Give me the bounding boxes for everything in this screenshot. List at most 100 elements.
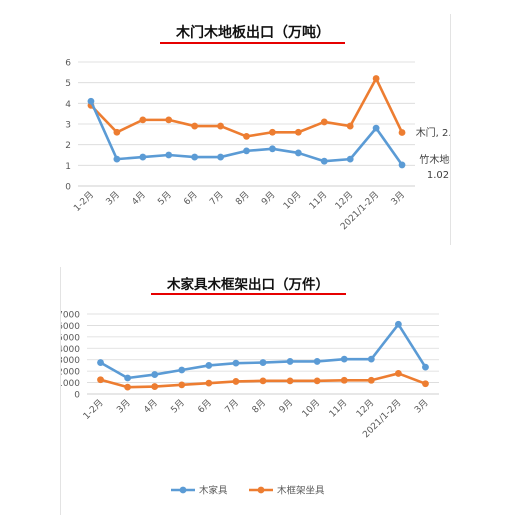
data-point <box>151 371 159 378</box>
x-tick-label: 10月 <box>281 189 303 211</box>
data-point <box>191 153 199 161</box>
data-point <box>294 128 302 136</box>
y-tick-label: 7000 <box>61 311 80 321</box>
y-tick-label: 5000 <box>61 333 80 343</box>
x-tick-label: 5月 <box>156 189 174 207</box>
data-point <box>205 362 213 369</box>
data-point <box>97 359 104 366</box>
x-tick-label: 6月 <box>196 397 214 415</box>
data-point <box>178 381 186 389</box>
data-point <box>422 380 429 388</box>
data-point <box>294 149 302 157</box>
x-tick-label: 4月 <box>130 189 148 207</box>
x-tick-label: 1-2月 <box>72 189 97 214</box>
x-tick-label: 11月 <box>327 397 349 419</box>
chart-panel-wood-furniture: 木家具木框架出口（万件） 0 10002000 30004000 50006000700… <box>60 267 449 515</box>
data-point <box>259 359 267 366</box>
data-point <box>367 376 375 384</box>
y-tick-label: 3 <box>65 121 71 131</box>
x-tick-label: 11月 <box>307 189 329 211</box>
y-tick-label: 1 <box>65 162 71 172</box>
data-point <box>320 157 328 165</box>
data-point <box>217 153 224 161</box>
x-tick-label: 12月 <box>333 189 355 211</box>
series-line-0 <box>99 322 427 380</box>
x-tick-label: 3月 <box>104 189 122 207</box>
data-point <box>286 358 294 365</box>
y-tick-label: 2000 <box>61 368 80 378</box>
data-point <box>340 355 348 363</box>
data-point <box>398 129 406 136</box>
x-tick-label: 9月 <box>259 189 277 207</box>
data-point <box>113 128 121 136</box>
y-tick-label: 4 <box>65 100 71 110</box>
legend-swatch-marker <box>179 486 187 494</box>
x-tick-label: 3月 <box>389 189 407 207</box>
data-point <box>217 122 224 130</box>
x-tick-label: 10月 <box>300 397 322 419</box>
data-point <box>124 374 132 382</box>
data-point <box>165 116 173 124</box>
data-label: 1.02 <box>427 170 449 181</box>
x-tick-label: 8月 <box>233 189 251 207</box>
data-point <box>165 151 173 159</box>
data-point <box>113 155 121 163</box>
data-point <box>398 161 406 169</box>
y-tick-label: 4000 <box>61 345 80 355</box>
data-point <box>340 376 348 384</box>
data-point <box>259 377 267 385</box>
data-point <box>269 128 276 136</box>
x-tick-label: 8月 <box>250 397 268 415</box>
y-tick-label: 3000 <box>61 356 80 366</box>
x-tick-label: 5月 <box>169 397 187 415</box>
data-point <box>372 75 380 82</box>
y-tick-label: 1000 <box>61 379 80 389</box>
legend-label: 木框架坐具 <box>277 485 325 497</box>
data-label: 竹木地板, <box>419 153 450 166</box>
data-point <box>178 366 186 374</box>
data-point <box>232 378 240 385</box>
data-point <box>124 383 132 391</box>
chart-wood-furniture-frames: 木家具木框架出口（万件） 0 10002000 30004000 50006000700… <box>61 276 439 497</box>
data-point <box>232 359 240 367</box>
legend-label: 木家具 <box>199 485 228 497</box>
x-tick-label: 7月 <box>223 397 241 415</box>
data-point <box>151 383 159 390</box>
x-tick-label: 9月 <box>277 397 295 415</box>
y-tick-label: 5 <box>65 79 71 89</box>
data-point <box>394 320 402 328</box>
y-tick-label: 2 <box>65 141 71 151</box>
data-point <box>269 145 276 153</box>
data-point <box>346 122 354 130</box>
data-point <box>313 358 321 365</box>
data-point <box>313 377 321 385</box>
series-line-0 <box>90 77 404 138</box>
x-tick-label: 12月 <box>354 397 376 419</box>
data-point <box>422 363 429 371</box>
data-point <box>139 116 147 124</box>
data-point <box>243 147 250 155</box>
x-tick-label: 1-2月 <box>81 397 106 422</box>
data-point <box>372 124 380 132</box>
legend-swatch-marker <box>257 486 265 494</box>
data-point <box>191 122 199 130</box>
y-tick-label: 0 <box>74 391 80 401</box>
data-point <box>394 370 402 377</box>
data-point <box>346 155 354 163</box>
data-point <box>243 133 250 140</box>
data-point <box>286 377 294 385</box>
x-tick-label: 3月 <box>115 397 133 415</box>
y-tick-label: 6 <box>65 59 71 69</box>
data-label: 木门, 2.59 <box>416 126 450 139</box>
x-tick-label: 4月 <box>142 397 160 415</box>
chart-title: 木家具木框架出口（万件） <box>166 276 329 293</box>
chart-panel-wood-doors: 木门木地板出口（万吨） 0 1 2 3 4 5 6 1-2月 3月 4月 5月 6月 7月 8月 9月 10月 1… <box>45 14 451 245</box>
x-tick-label: 3月 <box>412 397 430 415</box>
data-point <box>87 97 95 105</box>
data-point <box>320 118 328 126</box>
data-point <box>367 355 375 363</box>
y-tick-label: 6000 <box>61 322 80 332</box>
x-tick-label: 6月 <box>182 189 200 207</box>
data-point <box>139 153 147 161</box>
